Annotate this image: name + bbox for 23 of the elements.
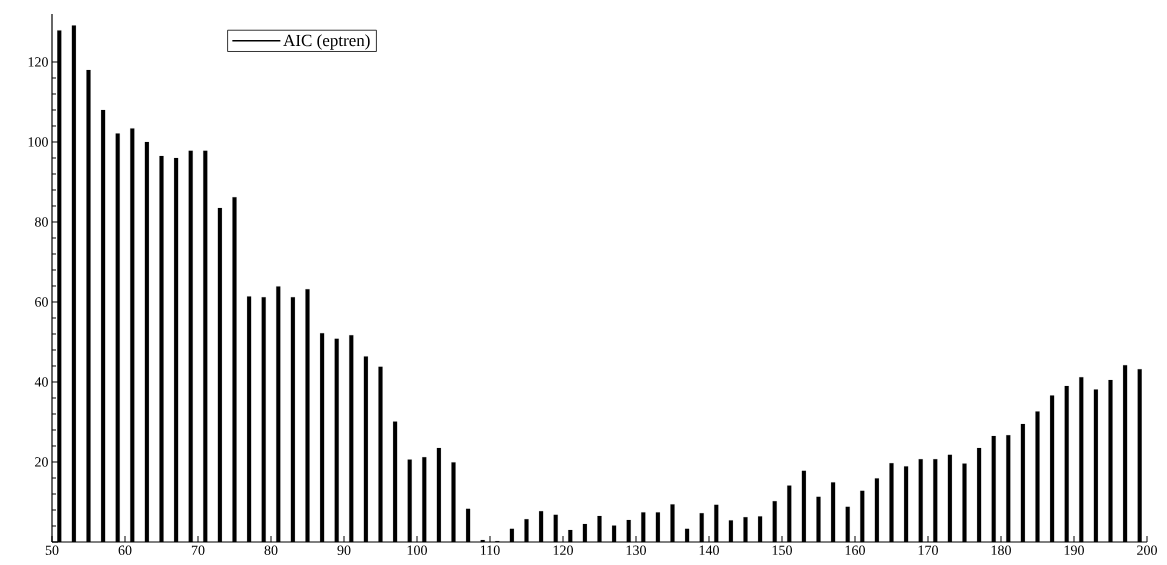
x-tick-label: 80 bbox=[264, 545, 278, 555]
y-tick-label: 100 bbox=[28, 137, 48, 147]
y-tick-label: 80 bbox=[35, 217, 48, 227]
x-tick-label: 70 bbox=[191, 545, 205, 555]
y-tick-label: 60 bbox=[35, 297, 48, 307]
x-tick-label: 200 bbox=[1137, 545, 1157, 555]
x-tick-label: 170 bbox=[918, 545, 938, 555]
x-tick-label: 150 bbox=[772, 545, 792, 555]
legend-label: AIC (eptren) bbox=[283, 34, 370, 50]
x-tick-label: 110 bbox=[480, 545, 500, 555]
x-tick-label: 130 bbox=[626, 545, 646, 555]
x-tick-label: 120 bbox=[553, 545, 573, 555]
x-tick-label: 180 bbox=[991, 545, 1011, 555]
x-tick-label: 190 bbox=[1064, 545, 1084, 555]
y-tick-label: 40 bbox=[34, 377, 48, 387]
y-tick-label: 20 bbox=[35, 457, 48, 467]
x-tick-label: 100 bbox=[407, 545, 427, 555]
x-tick-label: 60 bbox=[118, 545, 132, 555]
x-tick-label: 140 bbox=[699, 545, 719, 555]
y-tick-label: 120 bbox=[28, 57, 48, 67]
x-tick-label: 90 bbox=[337, 545, 351, 555]
x-tick-label: 160 bbox=[845, 545, 865, 555]
x-tick-label: 50 bbox=[45, 545, 59, 555]
